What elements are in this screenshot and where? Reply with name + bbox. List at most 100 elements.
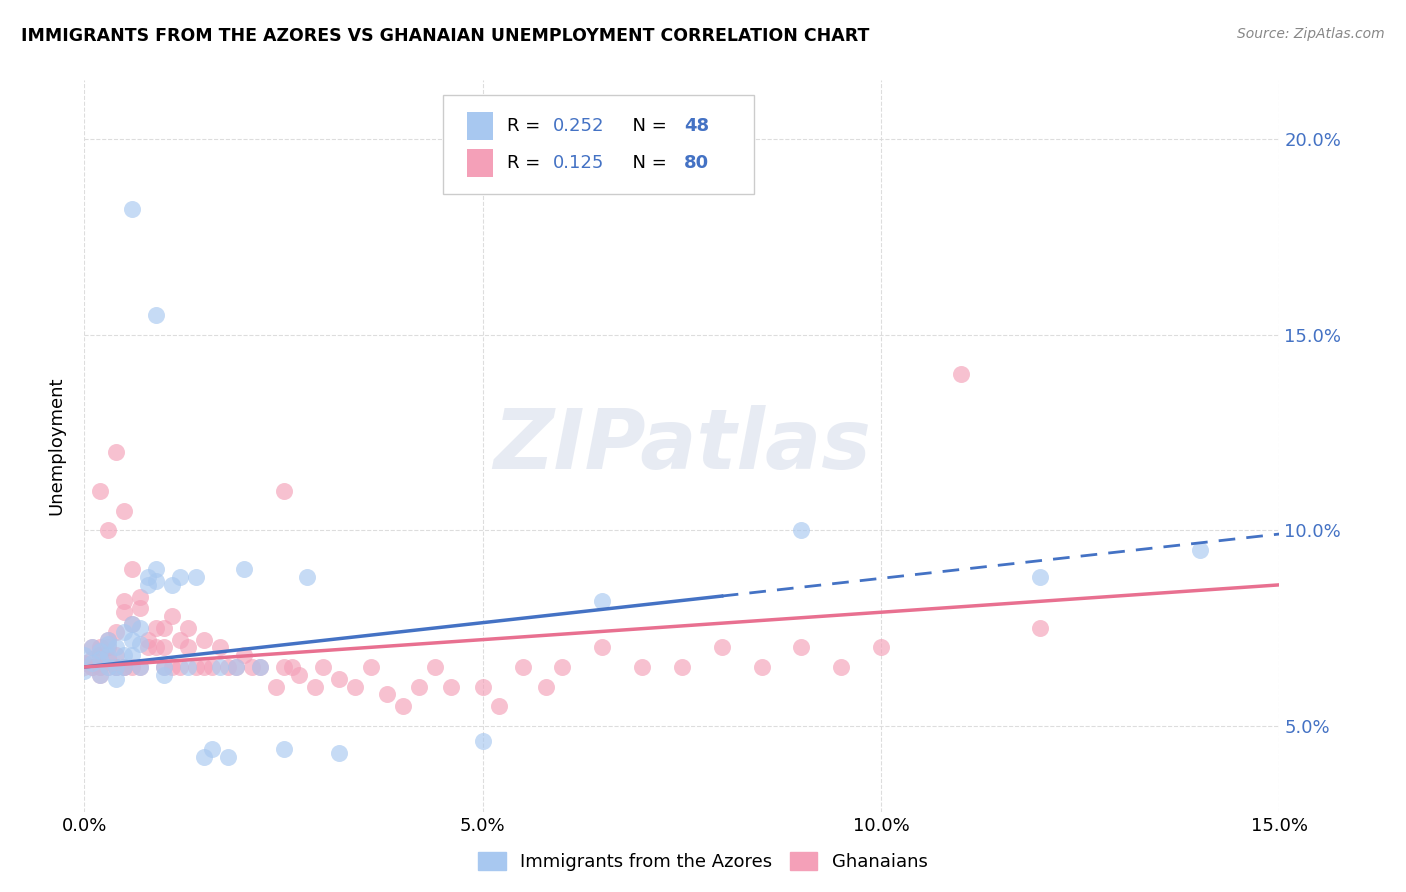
Point xyxy=(153,668,176,682)
Point xyxy=(249,660,271,674)
Point xyxy=(232,562,254,576)
Point xyxy=(136,570,159,584)
Point xyxy=(105,660,128,674)
Point xyxy=(73,648,96,663)
Text: IMMIGRANTS FROM THE AZORES VS GHANAIAN UNEMPLOYMENT CORRELATION CHART: IMMIGRANTS FROM THE AZORES VS GHANAIAN U… xyxy=(21,27,869,45)
Point xyxy=(949,367,972,381)
Point xyxy=(184,660,207,674)
Point xyxy=(82,652,104,666)
Text: 0.252: 0.252 xyxy=(553,117,605,135)
Point xyxy=(710,640,733,655)
Text: R =: R = xyxy=(508,153,547,172)
Point xyxy=(129,590,152,604)
FancyBboxPatch shape xyxy=(443,95,754,194)
Point xyxy=(105,445,128,459)
Point xyxy=(264,680,287,694)
Point xyxy=(89,660,111,674)
Point xyxy=(97,648,120,663)
Point xyxy=(790,523,813,537)
Point xyxy=(129,621,152,635)
Point xyxy=(121,202,143,217)
Point xyxy=(273,483,295,498)
Point xyxy=(89,483,111,498)
Point xyxy=(121,617,143,632)
Point xyxy=(536,680,558,694)
Point xyxy=(89,660,111,674)
Text: ZIPatlas: ZIPatlas xyxy=(494,406,870,486)
Point xyxy=(89,668,111,682)
Point xyxy=(392,699,415,714)
Point xyxy=(591,593,613,607)
Point xyxy=(121,660,143,674)
Point xyxy=(145,574,167,588)
Point xyxy=(89,640,111,655)
Text: N =: N = xyxy=(621,117,672,135)
Point xyxy=(145,562,167,576)
Point xyxy=(423,660,446,674)
Point xyxy=(360,660,382,674)
Point xyxy=(208,640,231,655)
Point xyxy=(201,742,224,756)
Point xyxy=(408,680,430,694)
Point xyxy=(129,660,152,674)
Point xyxy=(790,640,813,655)
Point xyxy=(208,660,231,674)
Point xyxy=(105,624,128,639)
Point xyxy=(89,644,111,658)
Point xyxy=(217,750,239,764)
Point xyxy=(153,660,176,674)
Point xyxy=(73,660,96,674)
Point xyxy=(177,640,200,655)
Point xyxy=(105,660,128,674)
Point xyxy=(328,746,350,760)
Point xyxy=(160,609,183,624)
Point xyxy=(153,660,176,674)
Point xyxy=(375,687,398,701)
Point xyxy=(471,680,494,694)
Point xyxy=(751,660,773,674)
FancyBboxPatch shape xyxy=(467,112,494,140)
Legend: Immigrants from the Azores, Ghanaians: Immigrants from the Azores, Ghanaians xyxy=(471,845,935,879)
Point xyxy=(97,636,120,650)
Point xyxy=(112,503,135,517)
Point xyxy=(551,660,574,674)
Text: Source: ZipAtlas.com: Source: ZipAtlas.com xyxy=(1237,27,1385,41)
Point xyxy=(97,523,120,537)
Point xyxy=(112,648,135,663)
Point xyxy=(129,660,152,674)
Point xyxy=(73,664,96,678)
Point xyxy=(112,605,135,619)
Point xyxy=(145,621,167,635)
Point xyxy=(225,660,247,674)
Point xyxy=(129,636,152,650)
Point xyxy=(121,648,143,663)
Point xyxy=(97,632,120,647)
Point xyxy=(193,660,215,674)
Point xyxy=(184,570,207,584)
Point xyxy=(136,640,159,655)
Point xyxy=(217,660,239,674)
Point xyxy=(440,680,463,694)
Point xyxy=(1188,542,1211,557)
Point xyxy=(273,742,295,756)
Point xyxy=(153,640,176,655)
Point xyxy=(97,632,120,647)
Point xyxy=(280,660,302,674)
FancyBboxPatch shape xyxy=(467,149,494,177)
Point xyxy=(97,652,120,666)
Point xyxy=(169,632,191,647)
Point xyxy=(129,601,152,615)
Point xyxy=(328,672,350,686)
Point xyxy=(112,660,135,674)
Point xyxy=(671,660,693,674)
Point xyxy=(591,640,613,655)
Point xyxy=(97,640,120,655)
Point xyxy=(169,660,191,674)
Text: 0.125: 0.125 xyxy=(553,153,605,172)
Point xyxy=(89,648,111,663)
Point xyxy=(304,680,326,694)
Point xyxy=(105,640,128,655)
Text: 48: 48 xyxy=(685,117,710,135)
Point xyxy=(89,652,111,666)
Point xyxy=(344,680,367,694)
